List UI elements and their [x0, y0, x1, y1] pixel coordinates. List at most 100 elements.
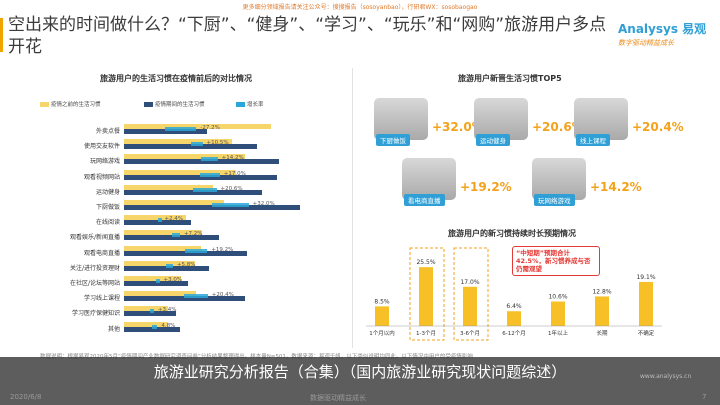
bar-during — [124, 220, 192, 226]
highlight-box — [453, 247, 489, 341]
page-number: 7 — [702, 393, 707, 401]
bar-growth — [200, 172, 220, 177]
duration-category-label: 1年以上 — [548, 329, 568, 337]
habit-growth-pct: +19.2% — [460, 180, 512, 194]
category-label: 观看视频网站 — [83, 173, 120, 181]
duration-bar — [639, 281, 653, 326]
growth-data-label: +20.6% — [220, 185, 243, 192]
category-label: 使用交友软件 — [83, 143, 120, 151]
category-label: 其他 — [107, 325, 120, 333]
bar-growth — [185, 248, 208, 253]
duration-bar — [463, 286, 477, 326]
footer-site: www.analysys.cn — [640, 373, 692, 380]
bar-growth — [192, 187, 217, 192]
analysys-logo: Analysys 易观 数字驱动精益成长 — [618, 20, 710, 48]
legend-swatch-during — [144, 102, 154, 107]
duration-data-label: 19.1% — [636, 274, 655, 281]
habit-image — [574, 98, 628, 140]
bar-during — [124, 189, 262, 195]
bar-before — [124, 124, 272, 129]
growth-data-label: +10.5% — [206, 140, 229, 147]
footer-date: 2020/6/8 — [10, 393, 42, 401]
habit-label: 线上课程 — [576, 134, 610, 146]
bar-during — [124, 235, 220, 241]
growth-data-label: +14.2% — [221, 155, 244, 162]
bar-before — [124, 139, 233, 145]
duration-bar — [551, 301, 565, 326]
growth-data-label: +3.0% — [163, 277, 183, 283]
habit-growth-pct: +20.6% — [532, 120, 584, 134]
logo-slogan: 数字驱动精益成长 — [618, 39, 674, 47]
duration-bar-chart: 8.5% 1个月以内 25.5% 1-3个月 17.0% 3-6个月 6.4% 6-12个月 1… — [366, 247, 662, 341]
right-bottom-title: 旅游用户的新习惯持续时长预期情况 — [448, 229, 576, 238]
bar-during — [124, 281, 189, 286]
top-notice: 更多细分领域报告请关注公众号：搜搜报告（sosoyanbao），行研君WX：so… — [242, 4, 478, 11]
bar-growth — [166, 263, 173, 268]
bar-before — [124, 245, 202, 251]
duration-category-label: 1个月以内 — [369, 329, 395, 337]
bar-before — [124, 230, 203, 236]
bar-during — [124, 144, 257, 150]
legend-swatch-before — [40, 102, 49, 107]
bar-during — [124, 296, 245, 302]
bar-during — [124, 326, 180, 332]
duration-data-label: 10.6% — [548, 294, 567, 301]
category-label: 在线阅读 — [95, 219, 120, 227]
bar-during — [124, 311, 176, 317]
duration-data-label: 25.5% — [416, 259, 435, 266]
logo-brand: Analysys 易观 — [618, 22, 707, 36]
legend-swatch-growth — [236, 102, 246, 107]
duration-category-label: 1-3个月 — [416, 330, 436, 337]
growth-data-label: +19.2% — [211, 246, 234, 253]
growth-data-label: +20.4% — [211, 292, 234, 299]
bar-during — [124, 129, 207, 134]
habit-image — [374, 98, 428, 140]
growth-data-label: +7.2% — [183, 231, 203, 238]
bar-during — [124, 265, 209, 271]
duration-data-label: 17.0% — [460, 279, 479, 286]
duration-bar — [595, 296, 609, 326]
bar-during — [124, 159, 279, 165]
bar-before — [124, 321, 169, 327]
category-label: 外卖点餐 — [95, 128, 120, 135]
bar-during — [124, 250, 247, 256]
bar-growth — [151, 324, 158, 329]
duration-category-label: 3-6个月 — [460, 330, 480, 337]
category-label: 观看娱乐/新闻直播 — [69, 234, 120, 242]
habit-label: 下厨做饭 — [376, 134, 410, 146]
column-divider — [352, 68, 353, 348]
footer-slogan: 数据驱动精益成长 — [310, 394, 366, 402]
bar-growth — [156, 279, 161, 283]
bar-growth — [150, 309, 154, 314]
page-title: 空出来的时间做什么？“下厨”、“健身”、“学习”、“玩乐”和“网购”旅游用户多点… — [8, 15, 607, 57]
bar-growth — [157, 218, 162, 223]
bar-before — [124, 260, 195, 266]
duration-category-label: 6-12个月 — [502, 330, 525, 337]
left-bar-chart: 外卖点餐 -27.2% 使用交友软件 +10.5% 玩网络游戏 +14.2% 观看视频网站 +… — [12, 124, 342, 344]
habit-image — [402, 158, 456, 200]
growth-data-label: +17.0% — [223, 170, 246, 177]
left-chart-title: 旅游用户的生活习惯在疫情前后的对比情况 — [100, 74, 252, 83]
caption-overlay — [0, 357, 720, 405]
category-label: 下厨做饭 — [95, 204, 120, 211]
bar-growth — [165, 127, 197, 131]
bar-during — [124, 174, 277, 180]
bar-growth — [201, 157, 218, 162]
duration-data-label: 12.8% — [592, 288, 611, 295]
bar-growth — [184, 294, 208, 299]
category-label: 在社区/论坛等网站 — [69, 280, 120, 287]
bar-before — [124, 215, 186, 221]
bar-before — [124, 306, 168, 312]
highlight-box — [409, 247, 445, 341]
legend-before: 疫情之前的生活习惯 — [51, 102, 101, 108]
bar-growth — [190, 142, 203, 147]
bar-before — [124, 154, 246, 160]
category-label: 学习医疗保健知识 — [71, 310, 120, 318]
bar-growth — [212, 203, 249, 207]
right-top-title: 旅游用户新晋生活习惯TOP5 — [458, 74, 562, 83]
growth-data-label: -27.2% — [200, 125, 220, 131]
category-label: 学习线上课程 — [83, 295, 120, 303]
left-legend: 疫情之前的生活习惯 疫情期间的生活习惯 增长率 — [40, 100, 264, 108]
bar-during — [124, 205, 301, 210]
duration-bar — [375, 306, 389, 326]
